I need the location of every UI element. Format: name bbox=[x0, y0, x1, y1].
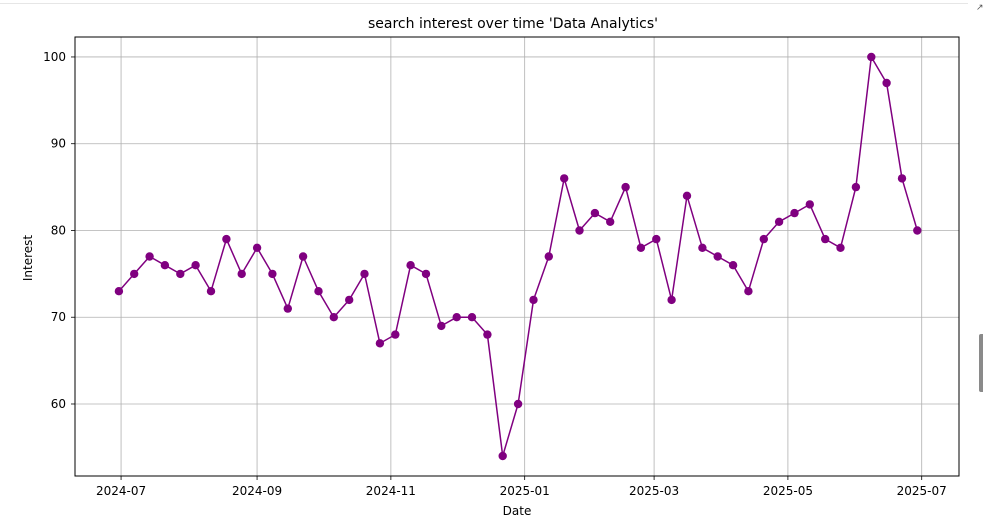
y-tick-label: 70 bbox=[51, 310, 66, 324]
x-tick-label: 2024-07 bbox=[96, 484, 146, 498]
data-point bbox=[252, 243, 262, 252]
data-point bbox=[713, 252, 722, 261]
data-point bbox=[851, 182, 861, 192]
data-point bbox=[774, 217, 784, 226]
data-point bbox=[636, 243, 646, 252]
data-point bbox=[314, 287, 323, 296]
y-tick-label: 60 bbox=[51, 397, 66, 411]
x-tick-label: 2025-01 bbox=[500, 484, 550, 498]
data-point bbox=[667, 295, 676, 305]
data-point bbox=[790, 208, 799, 218]
scroll-thumb[interactable] bbox=[979, 334, 983, 392]
y-tick-label: 90 bbox=[51, 137, 66, 151]
data-point bbox=[759, 234, 768, 244]
data-point bbox=[483, 330, 492, 339]
data-point bbox=[621, 182, 630, 192]
data-point bbox=[467, 313, 477, 322]
x-tick-label: 2025-07 bbox=[897, 484, 947, 498]
top-divider bbox=[0, 0, 968, 4]
data-point bbox=[222, 234, 231, 244]
data-point bbox=[836, 243, 845, 252]
chart-title: search interest over time 'Data Analytic… bbox=[368, 16, 658, 32]
data-point bbox=[560, 174, 569, 183]
data-point bbox=[590, 208, 600, 218]
data-point bbox=[237, 269, 246, 279]
data-point bbox=[897, 174, 907, 183]
data-point bbox=[498, 451, 507, 461]
plot-frame bbox=[74, 36, 960, 477]
data-point bbox=[575, 226, 584, 235]
data-point bbox=[437, 321, 446, 331]
data-point bbox=[867, 52, 876, 62]
y-tick-label: 80 bbox=[51, 223, 66, 237]
data-point bbox=[160, 261, 170, 270]
scrollbar[interactable]: ↗ bbox=[976, 0, 983, 523]
grid bbox=[75, 37, 959, 476]
data-point bbox=[114, 287, 124, 296]
data-point bbox=[544, 252, 553, 261]
x-tick-label: 2025-05 bbox=[763, 484, 813, 498]
data-point bbox=[805, 200, 814, 209]
series-line bbox=[118, 56, 919, 457]
data-point bbox=[452, 313, 461, 322]
data-point bbox=[268, 269, 277, 279]
data-point bbox=[406, 261, 415, 270]
scroll-up-arrow-icon[interactable]: ↗ bbox=[976, 3, 983, 13]
data-point bbox=[882, 78, 891, 88]
y-axis-label: Interest bbox=[21, 235, 35, 282]
data-point bbox=[329, 313, 338, 322]
data-point bbox=[345, 295, 354, 305]
x-tick-label: 2024-09 bbox=[232, 484, 282, 498]
data-point bbox=[606, 217, 615, 226]
data-point bbox=[145, 252, 154, 261]
data-point bbox=[698, 243, 707, 252]
axes: 2024-07 2024-09 2024-11 2025-01 2025-03 2025-… bbox=[43, 50, 947, 498]
data-point bbox=[821, 234, 830, 244]
x-axis-label: Date bbox=[503, 504, 532, 518]
data-point bbox=[682, 191, 692, 200]
data-point bbox=[652, 234, 661, 244]
data-point bbox=[176, 269, 185, 279]
data-point bbox=[206, 287, 216, 296]
data-point bbox=[728, 261, 738, 270]
data-point bbox=[513, 399, 523, 409]
data-point bbox=[298, 252, 308, 261]
data-point bbox=[130, 269, 139, 279]
data-point bbox=[191, 261, 200, 270]
data-point bbox=[283, 304, 292, 313]
data-point bbox=[744, 287, 753, 296]
data-point bbox=[360, 269, 369, 279]
data-point bbox=[375, 339, 385, 348]
data-point bbox=[913, 226, 922, 235]
x-tick-label: 2025-03 bbox=[629, 484, 679, 498]
data-point bbox=[421, 269, 431, 279]
y-tick-label: 100 bbox=[43, 50, 66, 64]
data-point bbox=[529, 295, 538, 305]
x-tick-label: 2024-11 bbox=[366, 484, 416, 498]
series-interest bbox=[114, 52, 922, 461]
data-point bbox=[391, 330, 400, 339]
